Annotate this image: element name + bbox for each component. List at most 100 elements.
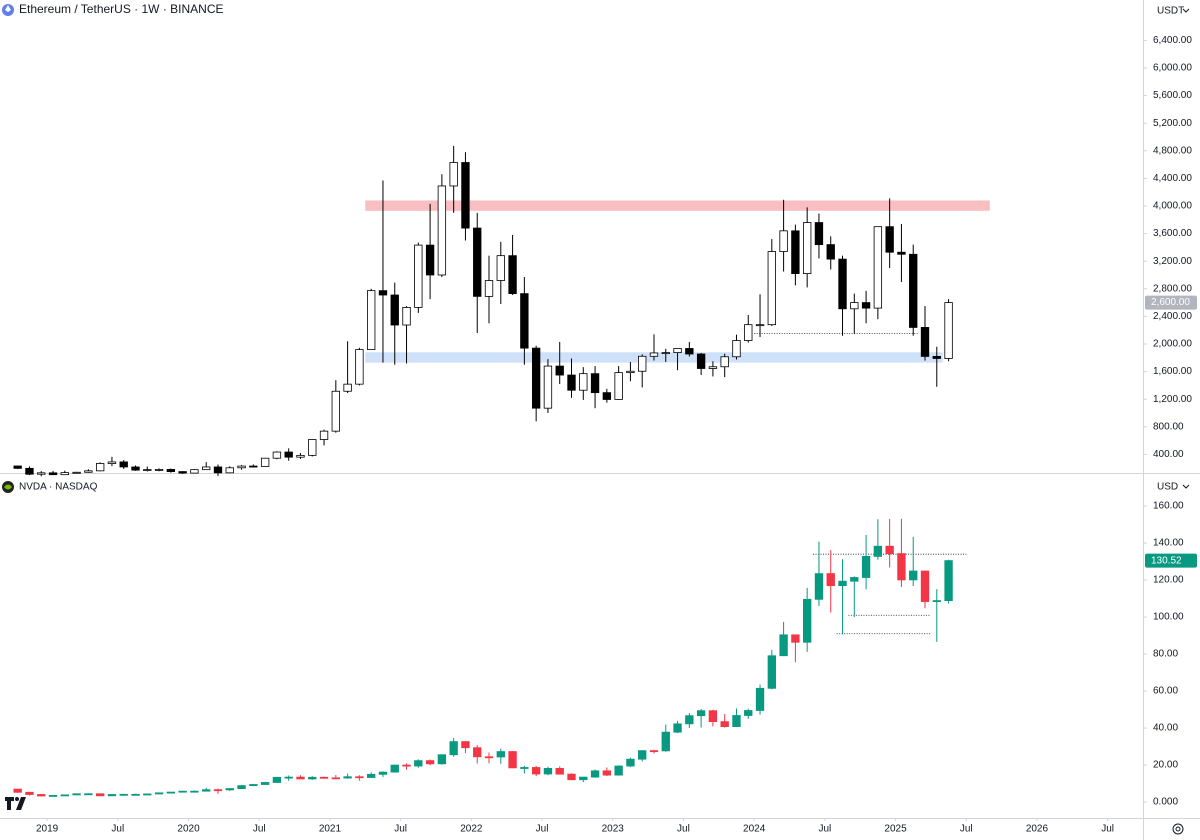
currency-label[interactable]: USD: [1157, 482, 1178, 493]
candle-body: [826, 244, 835, 260]
candle-body: [484, 280, 494, 297]
candle-body: [331, 777, 341, 780]
candle-body: [590, 373, 600, 394]
candle-body: [755, 324, 765, 327]
candle-body: [37, 472, 46, 475]
currency-button[interactable]: [1148, 2, 1196, 20]
candle-body: [638, 750, 647, 760]
candle-body: [284, 776, 293, 779]
candle-body: [767, 655, 776, 689]
candle-body: [72, 471, 81, 474]
candle-body: [190, 790, 199, 793]
candle-body: [508, 751, 517, 769]
candle-body: [602, 392, 612, 400]
candle-body: [496, 255, 505, 281]
candle-body: [13, 465, 22, 469]
candle-body: [802, 598, 812, 643]
candle-body: [520, 293, 529, 349]
candle-body: [237, 785, 246, 789]
candle-body: [543, 768, 553, 775]
candle-body: [131, 793, 140, 796]
candle-body: [661, 731, 670, 752]
settings-icon[interactable]: [1172, 823, 1184, 835]
candle-body: [909, 570, 918, 581]
chart-title: NVDA · NASDAQ: [19, 482, 98, 493]
candle-body: [732, 715, 741, 728]
candle-body: [107, 794, 117, 797]
candle-body: [84, 470, 93, 473]
candle-body: [272, 451, 282, 459]
candle-body: [461, 162, 470, 229]
candle-body: [720, 721, 729, 728]
candle-body: [649, 352, 659, 357]
candle-body: [331, 390, 341, 432]
logo-glyph: [5, 797, 26, 810]
candle-body: [885, 226, 894, 253]
candle-body: [579, 776, 588, 781]
x-tick-label: 2026: [1026, 824, 1049, 835]
last-price-badge: [1145, 295, 1197, 310]
y-tick-label: 2,400.00: [1153, 311, 1192, 322]
candle-body: [84, 793, 93, 796]
candle-body: [60, 794, 69, 797]
candle-body: [355, 349, 364, 385]
y-tick-label: 60.00: [1153, 686, 1178, 697]
candle-body: [260, 782, 270, 785]
candle-body: [602, 770, 612, 776]
chevron: [1182, 484, 1190, 489]
candle-body: [449, 162, 458, 187]
settings-icon-center: [1175, 826, 1181, 832]
candle-body: [696, 353, 706, 369]
x-tick-label: Jul: [394, 824, 407, 835]
candle-body: [202, 789, 211, 792]
candle-body: [484, 756, 494, 759]
candle-body: [897, 251, 906, 255]
y-tick-label: 1,200.00: [1153, 394, 1192, 405]
candle-body: [213, 789, 223, 792]
candle-body: [543, 365, 553, 409]
candle-body: [531, 347, 541, 409]
candle-body: [60, 472, 69, 476]
currency-label[interactable]: USDT: [1157, 6, 1184, 17]
candle-body: [791, 230, 800, 275]
candle-body: [861, 302, 871, 309]
candle-body: [661, 352, 670, 355]
candle-body: [202, 466, 211, 471]
candle-body: [626, 758, 635, 767]
candle-body: [355, 776, 364, 779]
candle-body: [319, 430, 329, 440]
last-price-badge: [1145, 553, 1197, 568]
candle-body: [37, 794, 46, 797]
candle-body: [744, 710, 753, 716]
x-tick-label: 2022: [460, 824, 483, 835]
y-tick-label: 160.00: [1153, 501, 1184, 512]
y-tick-label: 6,400.00: [1153, 35, 1192, 46]
nvda-icon-glyph: [4, 484, 12, 490]
candle-body: [614, 765, 623, 776]
candle-body: [802, 222, 812, 275]
x-tick-label: 2020: [177, 824, 200, 835]
candle-body: [508, 255, 517, 295]
candle-body: [166, 791, 176, 794]
candle-body: [178, 471, 187, 474]
candle-body: [685, 348, 694, 355]
candle-body: [296, 454, 305, 458]
candle-body: [567, 374, 576, 391]
y-tick-label: 800.00: [1153, 421, 1184, 432]
y-tick-label: 40.00: [1153, 723, 1178, 734]
candle-body: [531, 767, 541, 775]
candle-body: [119, 461, 128, 468]
candle-body: [414, 760, 423, 767]
candle-body: [673, 348, 682, 354]
candle-body: [390, 294, 399, 326]
candle-body: [814, 222, 824, 246]
candle-body: [861, 556, 871, 578]
candle-body: [378, 771, 388, 775]
candle-body: [885, 545, 894, 555]
last-price-label: 2,600.00: [1151, 297, 1190, 308]
chart-title: Ethereum / TetherUS · 1W · BINANCE: [19, 2, 224, 16]
candle-body: [143, 469, 152, 471]
x-tick-label: Jul: [1101, 824, 1114, 835]
